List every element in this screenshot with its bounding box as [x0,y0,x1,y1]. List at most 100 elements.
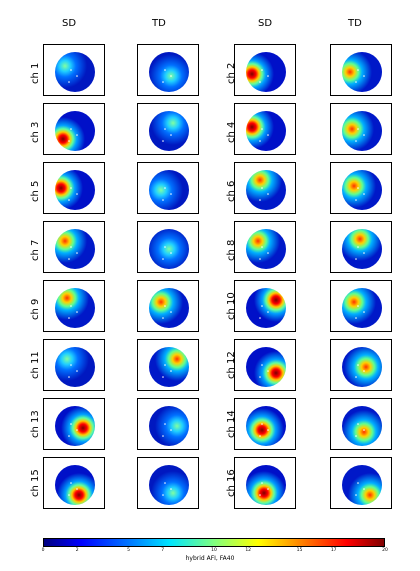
channel-label: ch 7 [30,239,41,261]
field-map-panel [137,339,199,391]
marker-dot [259,140,261,142]
colorbar-tick-label: 0 [41,548,45,553]
field-map-panel [330,44,392,96]
field-map-panel [330,339,392,391]
marker-dot [363,429,365,431]
field-map-disc [342,465,382,505]
marker-dot [267,488,269,490]
marker-dot [363,134,365,136]
marker-dot [76,488,78,490]
marker-dot [170,311,172,313]
marker-dot [70,69,72,71]
marker-dot [355,140,357,142]
field-map-disc [342,170,382,210]
marker-dot [355,317,357,319]
marker-dot [261,246,263,248]
field-map-disc [55,111,95,151]
marker-dot [363,75,365,77]
marker-dot [261,364,263,366]
field-map-disc [55,347,95,387]
marker-dot [162,317,164,319]
column-header-td-2: TD [348,18,362,29]
marker-dot [162,199,164,201]
marker-dot [357,482,359,484]
marker-dot [76,193,78,195]
marker-dot [357,128,359,130]
marker-dot [68,140,70,142]
marker-dot [259,435,261,437]
field-map-panel [43,280,105,332]
field-map-disc [149,52,189,92]
marker-dot [357,187,359,189]
field-map-panel [330,398,392,450]
field-map-panel [43,221,105,273]
field-map-panel [137,280,199,332]
channel-label: ch 9 [30,298,41,320]
field-map-panel [234,103,296,155]
marker-dot [164,482,166,484]
field-map-disc [55,170,95,210]
marker-dot [170,75,172,77]
marker-dot [363,193,365,195]
field-map-panel [330,221,392,273]
channel-label: ch 3 [30,121,41,143]
field-map-panel [234,457,296,509]
field-map-disc [149,288,189,328]
marker-dot [267,134,269,136]
marker-dot [68,317,70,319]
field-map-panel [234,339,296,391]
marker-dot [267,252,269,254]
field-map-panel [234,280,296,332]
marker-dot [68,81,70,83]
colorbar-tick-label: 17 [330,548,337,553]
field-map-disc [55,288,95,328]
field-map-panel [137,103,199,155]
marker-dot [357,69,359,71]
marker-dot [164,305,166,307]
field-map-disc [246,288,286,328]
marker-dot [267,311,269,313]
marker-dot [70,364,72,366]
field-map-panel [43,339,105,391]
marker-dot [164,128,166,130]
marker-dot [355,199,357,201]
field-map-panel [234,221,296,273]
field-map-disc [342,229,382,269]
marker-dot [170,370,172,372]
colorbar [43,538,385,547]
channel-label: ch 1 [30,62,41,84]
field-map-panel [43,44,105,96]
field-map-disc [149,347,189,387]
marker-dot [76,311,78,313]
marker-dot [162,258,164,260]
marker-dot [170,429,172,431]
field-map-disc [246,347,286,387]
marker-dot [355,494,357,496]
marker-dot [357,423,359,425]
marker-dot [162,140,164,142]
marker-dot [363,370,365,372]
marker-dot [357,246,359,248]
marker-dot [70,305,72,307]
marker-dot [261,423,263,425]
marker-dot [355,435,357,437]
field-map-disc [55,465,95,505]
marker-dot [355,376,357,378]
marker-dot [267,75,269,77]
field-map-disc [149,465,189,505]
marker-dot [259,199,261,201]
field-map-disc [342,288,382,328]
field-map-panel [43,162,105,214]
field-map-disc [246,406,286,446]
colorbar-tick-label: 2 [75,548,79,553]
field-map-disc [342,406,382,446]
marker-dot [164,246,166,248]
marker-dot [259,258,261,260]
field-map-panel [43,103,105,155]
marker-dot [261,187,263,189]
marker-dot [164,187,166,189]
marker-dot [164,423,166,425]
marker-dot [162,376,164,378]
colorbar-tick-label: 12 [245,548,252,553]
marker-dot [261,482,263,484]
